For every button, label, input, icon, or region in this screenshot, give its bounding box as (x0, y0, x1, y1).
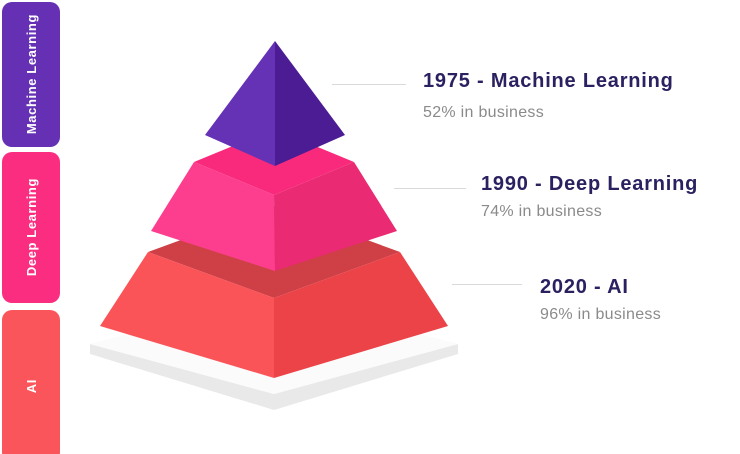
annotation-title-ai: 2020 - AI (540, 276, 629, 298)
pyramid-level-machine-learning-right-face (275, 41, 345, 166)
annotation-title-deep-learning: 1990 - Deep Learning (481, 173, 699, 195)
annotation-subtitle-machine-learning: 52% in business (423, 104, 545, 121)
sidebar-tab-machine-learning[interactable]: Machine Learning (2, 2, 60, 147)
leader-line-machine-learning (332, 84, 406, 85)
pyramid-level-deep-learning-left-face (151, 162, 275, 271)
pyramid-level-deep-learning-right-face (274, 162, 397, 271)
pyramid-level-machine-learning-left-face (205, 41, 275, 166)
sidebar-tab-deep-learning[interactable]: Deep Learning (2, 152, 60, 303)
leader-line-deep-learning (394, 188, 466, 189)
sidebar-tab-ai[interactable]: AI (2, 310, 60, 454)
pyramid-base-platform-side (90, 344, 458, 410)
pyramid-level-ai-left-face (100, 252, 274, 378)
annotation-subtitle-deep-learning: 74% in business (481, 203, 603, 220)
annotation-subtitle-ai: 96% in business (540, 306, 662, 323)
annotation-title-machine-learning: 1975 - Machine Learning (423, 70, 674, 92)
pyramid-level-ai-right-face (274, 252, 448, 378)
leader-line-ai (452, 284, 522, 285)
